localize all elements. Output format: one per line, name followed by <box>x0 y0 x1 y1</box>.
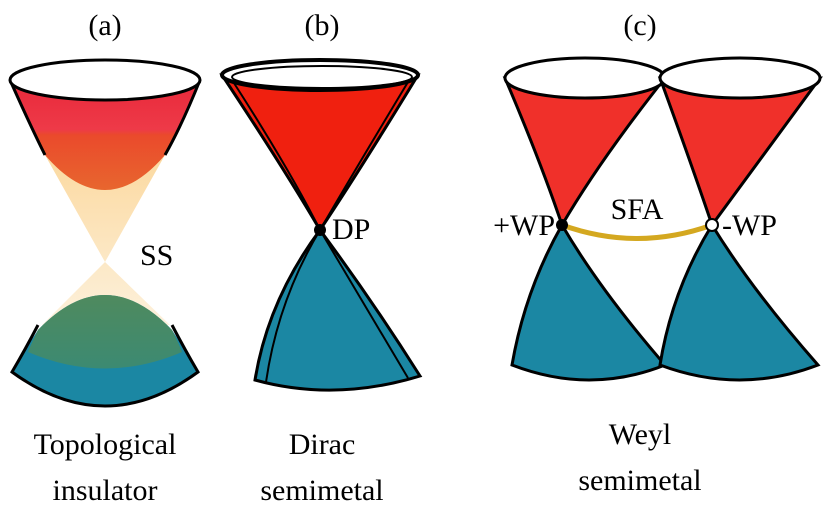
caption: Topological <box>34 428 177 461</box>
weyl-point-plus <box>556 219 568 231</box>
annotation: DP <box>332 213 370 246</box>
annotation: -WP <box>722 209 777 242</box>
caption: semimetal <box>260 474 383 507</box>
valence-band-top <box>28 295 182 369</box>
annotation: SFA <box>611 193 664 226</box>
caption: semimetal <box>578 464 701 497</box>
cone-top <box>505 58 665 98</box>
caption: Weyl <box>609 418 672 451</box>
weyl-point-minus <box>706 219 718 231</box>
panel-label: (c) <box>623 9 656 42</box>
panel-label: (a) <box>88 9 121 42</box>
upper-cone <box>222 75 418 230</box>
caption: Dirac <box>289 428 356 461</box>
caption: insulator <box>53 474 158 507</box>
annotation: SS <box>140 239 173 272</box>
annotation: +WP <box>493 209 555 242</box>
panel-b <box>222 60 420 390</box>
lower-cone <box>660 225 818 380</box>
lower-cone <box>255 230 420 390</box>
cone-top <box>660 58 820 98</box>
dirac-point <box>314 224 326 236</box>
panel-label: (b) <box>305 9 340 42</box>
upper-cone <box>660 78 820 225</box>
cone-top <box>222 60 418 90</box>
fermi-arc <box>562 225 712 239</box>
diagram: (a) (b) (c) SS DP +WP SFA -WP Topologica… <box>0 0 823 511</box>
cone-top <box>10 60 200 100</box>
lower-cone <box>512 225 665 380</box>
panel-a <box>10 60 200 406</box>
